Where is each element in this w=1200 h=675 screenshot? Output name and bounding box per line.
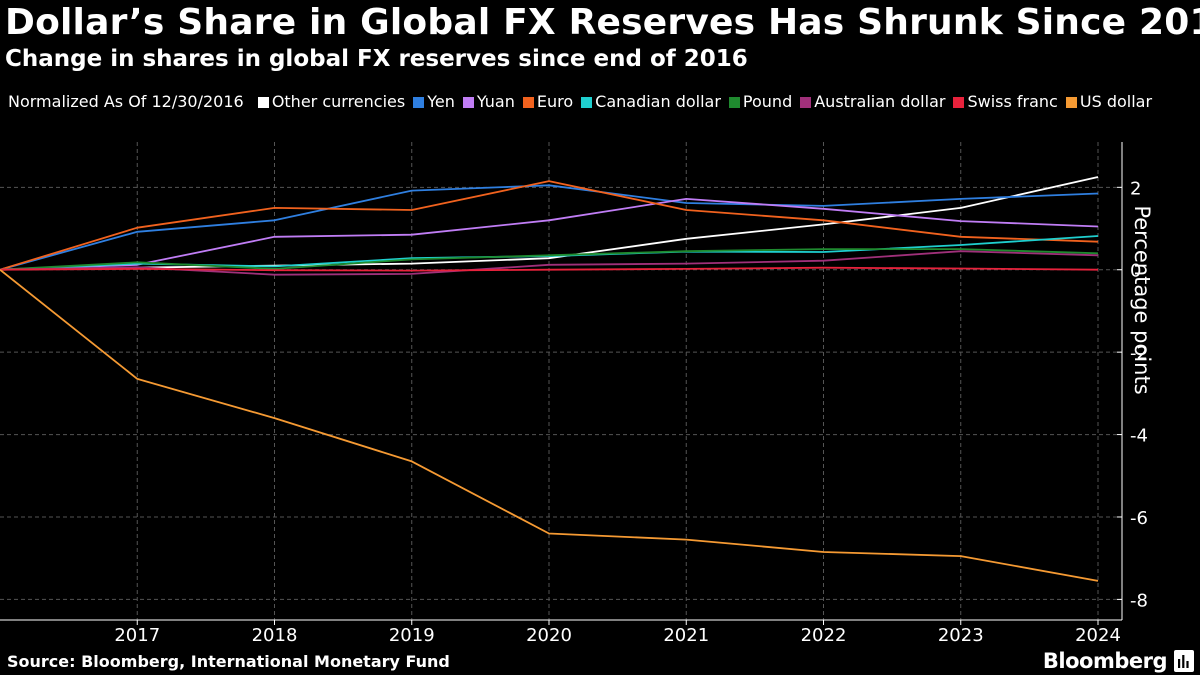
legend-item: Yen: [413, 91, 455, 112]
chart-icon: [1174, 650, 1194, 672]
x-tick-label: 2018: [252, 625, 298, 646]
y-axis-label: Percentage points: [1130, 205, 1154, 395]
series-line-yuan: [0, 197, 1099, 271]
legend-swatch: [1065, 97, 1077, 108]
legend-item: US dollar: [1065, 91, 1153, 112]
x-tick-label: 2020: [526, 625, 572, 646]
legend-swatch: [581, 97, 593, 108]
legend-label: Australian dollar: [814, 92, 946, 111]
legend-label: US dollar: [1079, 92, 1153, 111]
legend-note: Normalized As Of 12/30/2016: [8, 92, 244, 111]
series-line-yen: [0, 184, 1099, 271]
legend-item: Canadian dollar: [581, 91, 721, 112]
bloomberg-logo: Bloomberg: [1042, 649, 1168, 673]
y-tick-label: -6: [1130, 508, 1148, 529]
source-note: Source: Bloomberg, International Monetar…: [7, 652, 450, 671]
axes: 2 0 -2 -4 -6 -8 2017 2018 2019 2020 2021 2022 2023 20…: [0, 142, 1148, 646]
legend-item: Pound: [728, 91, 793, 112]
series-line-euro: [0, 180, 1099, 271]
x-tick-label: 2024: [1075, 625, 1121, 646]
legend-item: Yuan: [462, 91, 515, 112]
legend-swatch: [257, 97, 269, 108]
y-tick-label: -2: [1130, 343, 1148, 364]
chart-title: Dollar’s Share in Global FX Reserves Has…: [5, 2, 1200, 43]
legend-label: Yuan: [476, 92, 515, 111]
series-line-pound: [0, 248, 1099, 271]
y-tick-label: -8: [1130, 590, 1148, 611]
x-tick-label: 2017: [114, 625, 160, 646]
x-tick-label: 2023: [938, 625, 984, 646]
x-tick-label: 2022: [801, 625, 847, 646]
legend-item: Euro: [522, 91, 574, 112]
legend-items: Other currencies Yen Yuan Euro Canadian doll…: [257, 91, 1160, 112]
series-line-us-dollar: [0, 268, 1099, 582]
legend-label: Pound: [742, 92, 793, 111]
legend-swatch: [728, 97, 740, 108]
legend-swatch: [953, 97, 965, 108]
x-tick-label: 2021: [663, 625, 709, 646]
legend-swatch: [413, 97, 425, 108]
legend-item: Swiss franc: [953, 91, 1058, 112]
x-tick-label: 2019: [389, 625, 435, 646]
series-line-swiss-franc: [0, 266, 1099, 272]
legend-item: Other currencies: [257, 91, 406, 112]
legend-item: Australian dollar: [800, 91, 945, 112]
legend-swatch: [800, 97, 812, 108]
y-tick-label: 0: [1130, 261, 1141, 282]
legend-label: Swiss franc: [967, 92, 1058, 111]
legend-label: Canadian dollar: [595, 92, 721, 111]
grid: [0, 142, 1122, 620]
legend-swatch: [462, 97, 474, 108]
series-line-other-currencies: [0, 176, 1099, 271]
legend-label: Other currencies: [271, 92, 406, 111]
legend: Normalized As Of 12/30/2016 Other curren…: [8, 91, 1198, 112]
y-tick-label: 2: [1130, 178, 1141, 199]
series-lines: [0, 176, 1099, 582]
legend-label: Yen: [427, 92, 455, 111]
chart-subtitle: Change in shares in global FX reserves s…: [5, 46, 748, 72]
y-tick-label: -4: [1130, 426, 1148, 447]
legend-label: Euro: [536, 92, 574, 111]
legend-swatch: [522, 97, 534, 108]
